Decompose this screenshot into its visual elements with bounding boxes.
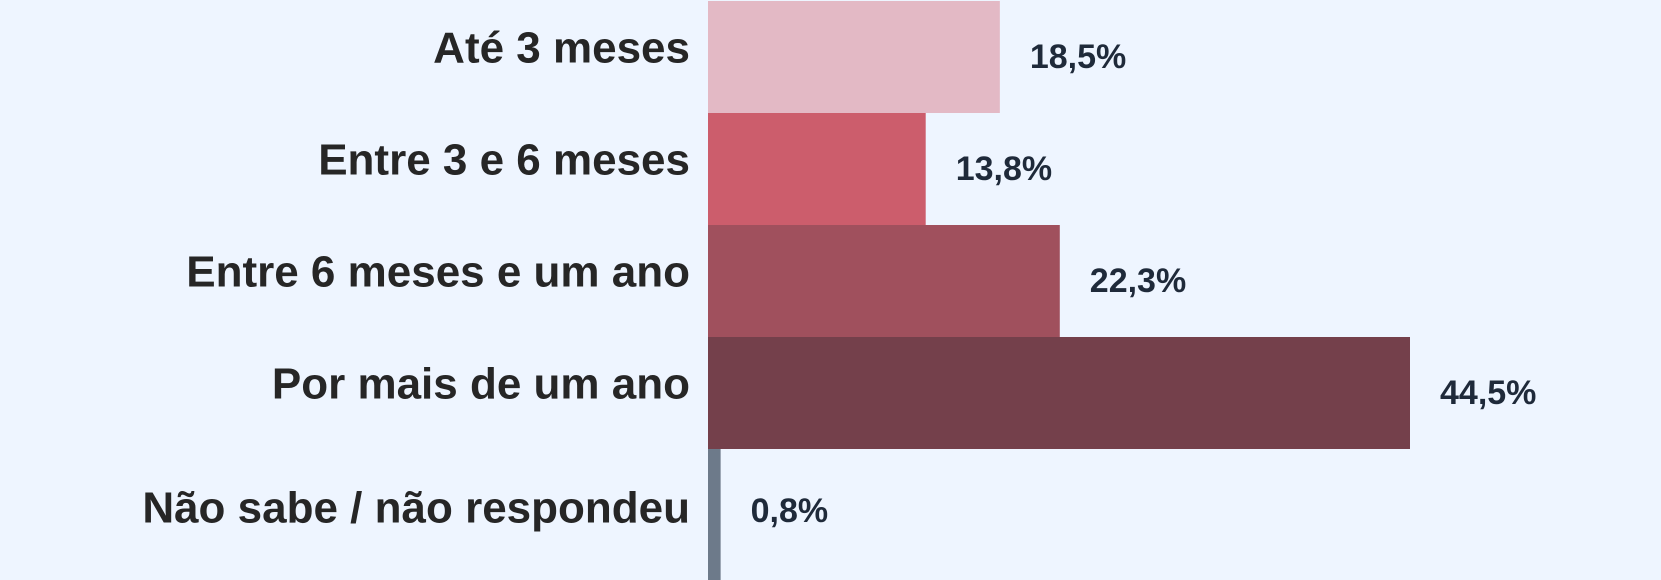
category-label: Por mais de um ano bbox=[272, 360, 690, 409]
bar bbox=[708, 1, 1000, 113]
bar bbox=[708, 225, 1060, 337]
value-label: 18,5% bbox=[1030, 38, 1126, 76]
category-label: Até 3 meses bbox=[433, 24, 690, 73]
bar bbox=[708, 449, 721, 580]
category-label: Não sabe / não respondeu bbox=[142, 484, 690, 533]
value-label: 13,8% bbox=[956, 150, 1052, 188]
value-label: 44,5% bbox=[1440, 374, 1536, 412]
bar bbox=[708, 337, 1410, 449]
category-label: Entre 3 e 6 meses bbox=[318, 136, 690, 185]
category-label: Entre 6 meses e um ano bbox=[186, 248, 690, 297]
bar bbox=[708, 113, 926, 225]
value-label: 0,8% bbox=[751, 492, 829, 530]
value-label: 22,3% bbox=[1090, 262, 1186, 300]
